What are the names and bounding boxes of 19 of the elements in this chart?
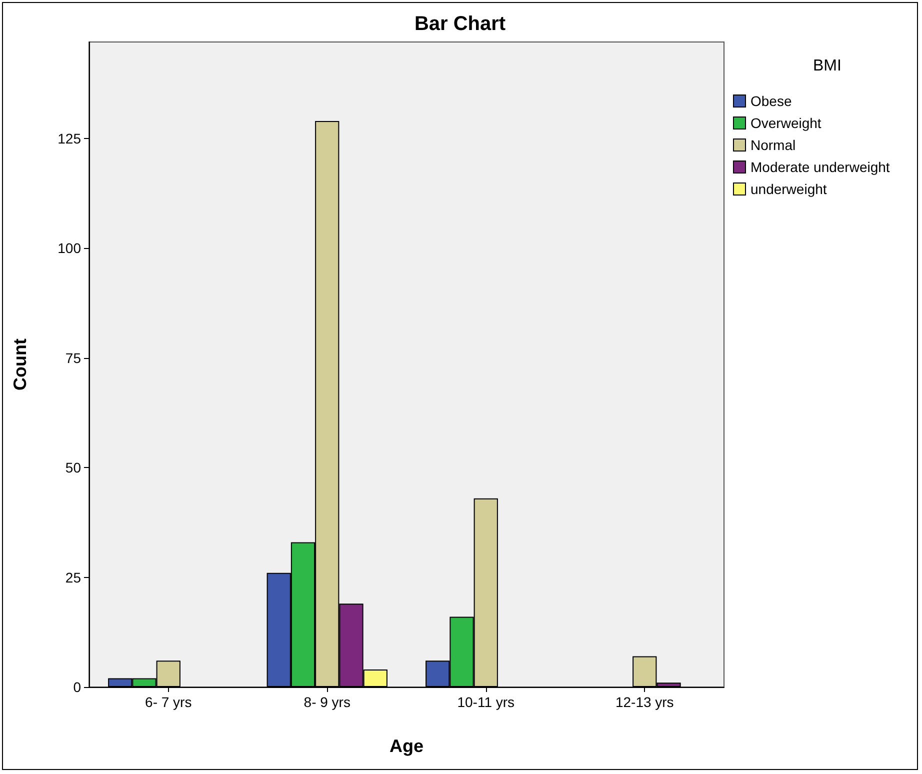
- legend-label: Normal: [750, 137, 796, 153]
- x-axis-title: Age: [389, 736, 424, 756]
- x-tick-label: 10-11 yrs: [457, 694, 515, 710]
- legend-label: underweight: [750, 181, 827, 197]
- chart-title: Bar Chart: [414, 13, 506, 35]
- x-tick-label: 12-13 yrs: [615, 694, 674, 710]
- legend-label: Overweight: [750, 115, 822, 131]
- y-tick-label: 25: [65, 569, 82, 586]
- x-tick-label: 8- 9 yrs: [304, 694, 350, 710]
- legend-label: Obese: [750, 93, 792, 109]
- y-tick-label: 125: [58, 130, 82, 147]
- legend-label: Moderate underweight: [750, 159, 890, 175]
- y-tick-label: 0: [73, 679, 82, 695]
- legend-title: BMI: [813, 58, 842, 74]
- x-tick-label: 6- 7 yrs: [145, 694, 192, 710]
- y-tick-label: 100: [58, 240, 82, 256]
- y-tick-label: 50: [65, 460, 82, 476]
- y-axis-title: Count: [10, 338, 30, 390]
- y-tick-label: 75: [65, 350, 82, 366]
